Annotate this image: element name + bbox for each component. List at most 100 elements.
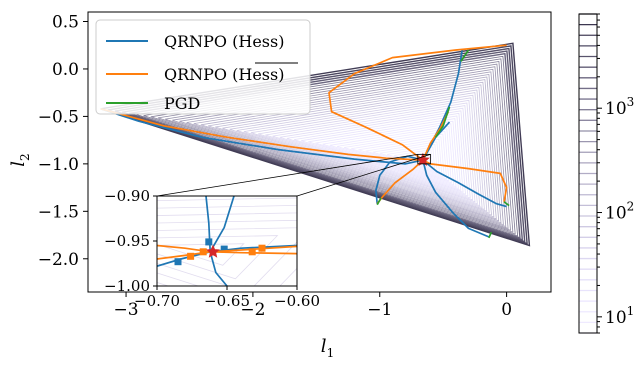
contour-line: [329, 125, 455, 186]
inset-x-tick-label: −0.70: [134, 292, 180, 310]
colorbar-tick-exponent: 3: [627, 95, 635, 109]
legend-label-pgd: PGD: [164, 94, 200, 113]
inset-contour-line: [157, 212, 297, 286]
inset-x-tick-label: −0.60: [274, 292, 320, 310]
y-tick-label: −0.5: [38, 107, 79, 127]
inset-series-0-marker: [220, 245, 228, 253]
y-tick-label: 0.5: [52, 12, 79, 32]
contour-line: [293, 112, 466, 195]
inset-y-tick-label: −0.95: [104, 232, 150, 250]
contour-line: [236, 92, 485, 210]
contour-line: [150, 61, 514, 233]
y-tick-label: −1.5: [38, 202, 79, 222]
contour-line: [143, 58, 516, 235]
inset-x-tick-label: −0.65: [204, 292, 250, 310]
contour-line: [215, 84, 492, 216]
colorbar-tick-label: 103: [605, 95, 634, 119]
x-tick-label: −1: [367, 300, 392, 320]
series-2-trajectory: [460, 49, 470, 62]
colorbar-frame: [578, 13, 598, 334]
zoom-connector-group: [156, 153, 431, 197]
y-axis-title: l2: [8, 153, 32, 166]
contour-line: [272, 105, 474, 201]
series-2-trajectory: [376, 197, 382, 206]
inset-optimum-star: [206, 244, 220, 258]
contour-line: [250, 97, 481, 207]
legend-label-qrnpo-hess-bar: QRNPO (Hess): [164, 65, 284, 84]
colorbar-tick-label: 102: [605, 200, 634, 224]
series-0-trajectory: [422, 159, 490, 238]
contour-line: [129, 52, 521, 239]
inset-series-1-marker: [187, 252, 195, 260]
inset-contour-line: [157, 235, 279, 280]
contour-line: [222, 86, 490, 214]
y-axis-subscript: 2: [18, 153, 32, 161]
inset-background: [157, 196, 297, 286]
inset-series-0-marker: [205, 238, 213, 246]
zoom-connector: [156, 153, 418, 197]
series-1-trajectory: [328, 44, 507, 161]
contour-line: [114, 47, 526, 243]
contour-line: [229, 89, 488, 212]
series-1-trajectory: [422, 159, 508, 202]
contour-line: [301, 115, 464, 193]
colorbar-tick-label: 101: [605, 304, 634, 328]
contour-line: [265, 102, 476, 203]
colorbar-tick-exponent: 1: [627, 304, 635, 318]
series-1-trajectory: [100, 107, 423, 161]
x-tick-label: −2: [240, 300, 265, 320]
contour-line: [172, 68, 507, 228]
contour-line: [200, 79, 497, 220]
inset-y-tick-label: −1.00: [104, 277, 150, 295]
colorbar: 101 102 103: [578, 13, 634, 334]
contour-line: [157, 63, 511, 231]
contour-line: [336, 128, 452, 184]
x-tick-label: 0: [501, 300, 512, 320]
contour-line: [179, 71, 504, 226]
y-tick-label: −1.0: [38, 155, 79, 175]
main-frame-group: −3 −2 −1 0 0.5 0.0 −0.5 −1.0 −1.5 −2.0 l1 l2: [8, 11, 552, 360]
legend-label-qrnpo-hess: QRNPO (Hess): [164, 32, 284, 51]
contour-line: [343, 131, 450, 182]
inset-y-tick-label: −0.90: [104, 187, 150, 205]
inset-contour-line: [157, 205, 297, 209]
inset-series-1-marker: [199, 248, 207, 256]
contour-line: [186, 74, 502, 224]
legend: QRNPO (Hess) QRNPO (Hess) PGD: [95, 19, 311, 115]
colorbar-tick-exponent: 2: [627, 200, 635, 214]
inset-series-0-line: [209, 196, 235, 253]
contour-line: [243, 94, 483, 209]
inset-group: −0.70 −0.65 −0.60 −0.90 −0.95 −1.00: [104, 187, 320, 310]
legend-box: [95, 19, 311, 115]
series-0-trajectory: [100, 107, 424, 165]
zoom-connector: [296, 153, 431, 197]
contour-line: [193, 76, 500, 222]
contour-line: [308, 118, 462, 191]
main-axes-frame: [87, 11, 552, 293]
series-0-trajectory: [422, 159, 507, 208]
contour-region: [100, 42, 531, 247]
inset-contour-line: [157, 227, 297, 286]
zoom-box: [417, 153, 431, 165]
contour-line: [279, 107, 471, 199]
y-tick-label: −2.0: [38, 250, 79, 270]
x-axis-title: l1: [321, 336, 334, 360]
contour-line: [121, 50, 524, 241]
y-tick-label: 0.0: [52, 60, 79, 80]
series-2-trajectory: [503, 201, 510, 207]
inset-plot-area: [157, 196, 297, 286]
inset-series-1-marker: [248, 248, 256, 256]
contour-line: [207, 81, 495, 218]
inset-series-0-marker: [174, 258, 182, 266]
inset-series-1-marker: [258, 244, 266, 252]
contour-line: [258, 99, 478, 205]
series-2-trajectory: [488, 231, 493, 239]
x-tick-label: −3: [114, 300, 139, 320]
x-axis-subscript: 1: [327, 346, 335, 360]
contour-line: [322, 123, 457, 188]
inset-contour-line: [157, 219, 297, 286]
contour-line: [136, 55, 519, 237]
contour-line: [286, 110, 469, 197]
